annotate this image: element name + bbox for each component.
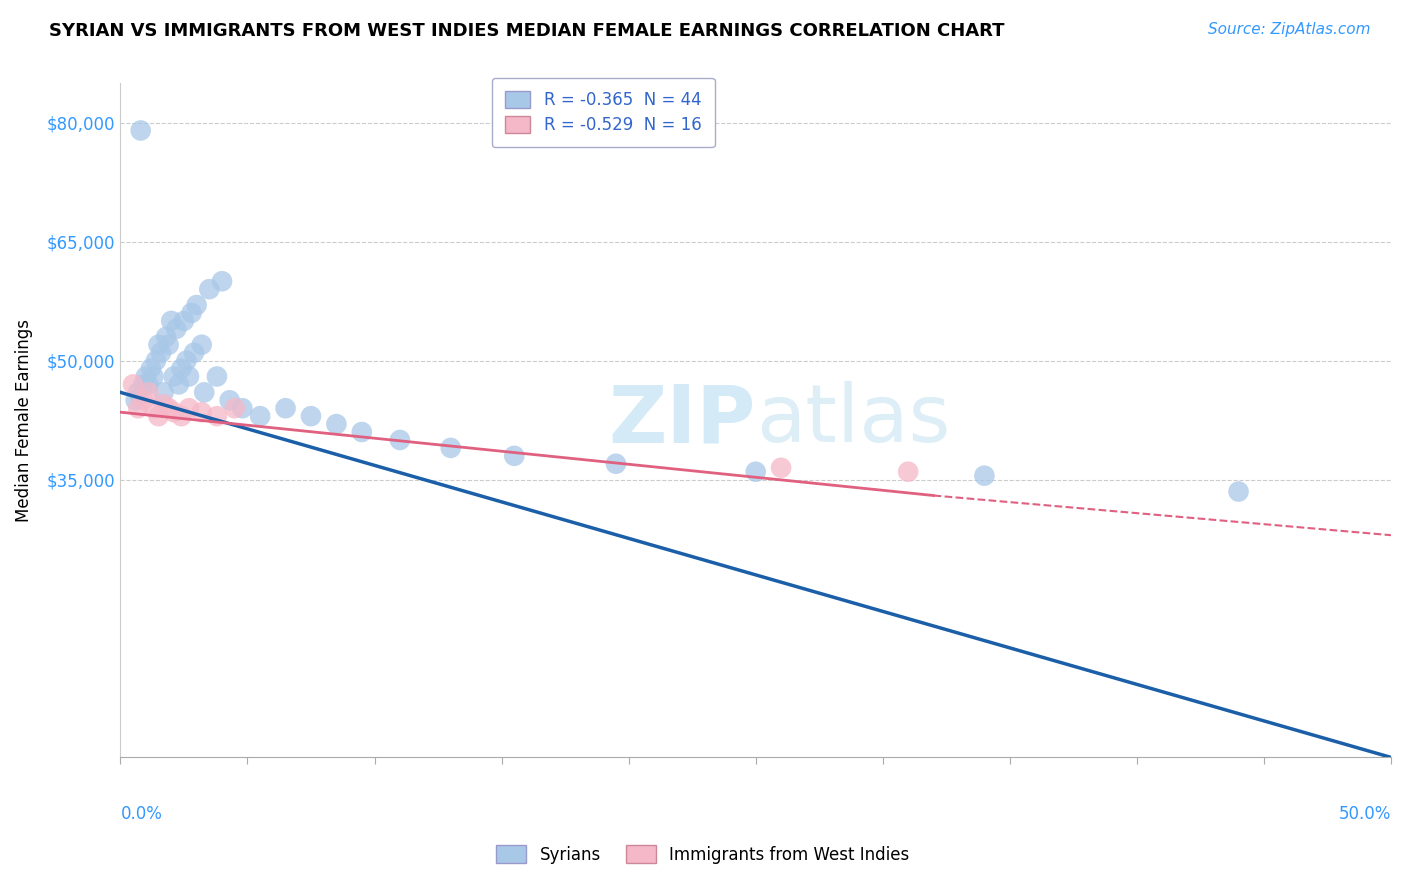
Point [176, 353, 198, 368]
Point [129, 123, 152, 137]
Point [127, 385, 149, 400]
Point [193, 385, 215, 400]
Point [165, 322, 187, 336]
Point [299, 409, 322, 424]
Point [274, 401, 297, 416]
Point [173, 314, 195, 328]
Text: SYRIAN VS IMMIGRANTS FROM WEST INDIES MEDIAN FEMALE EARNINGS CORRELATION CHART: SYRIAN VS IMMIGRANTS FROM WEST INDIES ME… [49, 22, 1005, 40]
Legend: R = -0.365  N = 44, R = -0.529  N = 16: R = -0.365 N = 44, R = -0.529 N = 16 [492, 78, 714, 147]
Point [231, 401, 253, 416]
Point [177, 401, 200, 416]
Point [124, 393, 146, 408]
Point [218, 393, 240, 408]
Point [136, 377, 159, 392]
Legend: Syrians, Immigrants from West Indies: Syrians, Immigrants from West Indies [489, 838, 917, 871]
Point [388, 433, 411, 447]
Point [205, 409, 228, 424]
Point [132, 377, 155, 392]
Point [170, 409, 193, 424]
Point [186, 298, 208, 312]
Point [152, 397, 174, 411]
Y-axis label: Median Female Earnings: Median Female Earnings [15, 318, 32, 522]
Point [224, 401, 246, 416]
Point [167, 377, 190, 392]
Point [973, 468, 995, 483]
Point [897, 465, 920, 479]
Point [211, 274, 233, 288]
Point [770, 460, 793, 475]
Point [180, 306, 202, 320]
Text: 0.0%: 0.0% [121, 805, 162, 822]
Point [122, 377, 145, 392]
Point [148, 409, 170, 424]
Point [1227, 484, 1250, 499]
Point [127, 401, 149, 416]
Point [142, 369, 165, 384]
Point [145, 353, 167, 368]
Point [152, 385, 174, 400]
Point [163, 369, 186, 384]
Point [155, 330, 177, 344]
Point [160, 314, 183, 328]
Point [177, 369, 200, 384]
Point [136, 385, 159, 400]
Point [503, 449, 526, 463]
Point [249, 409, 271, 424]
Text: atlas: atlas [755, 381, 950, 459]
Point [157, 401, 180, 416]
Point [170, 361, 193, 376]
Point [183, 345, 205, 359]
Text: Source: ZipAtlas.com: Source: ZipAtlas.com [1208, 22, 1371, 37]
Point [440, 441, 463, 455]
Point [205, 369, 228, 384]
Point [744, 465, 766, 479]
Point [190, 337, 212, 351]
Point [142, 401, 165, 416]
Point [350, 425, 373, 439]
Point [132, 393, 155, 408]
Point [605, 457, 627, 471]
Point [198, 282, 221, 296]
Point [135, 369, 157, 384]
Point [157, 337, 180, 351]
Text: 50.0%: 50.0% [1339, 805, 1391, 822]
Point [190, 405, 212, 419]
Point [325, 417, 347, 431]
Point [148, 337, 170, 351]
Point [139, 361, 162, 376]
Text: ZIP: ZIP [609, 381, 755, 459]
Point [150, 345, 173, 359]
Point [163, 405, 186, 419]
